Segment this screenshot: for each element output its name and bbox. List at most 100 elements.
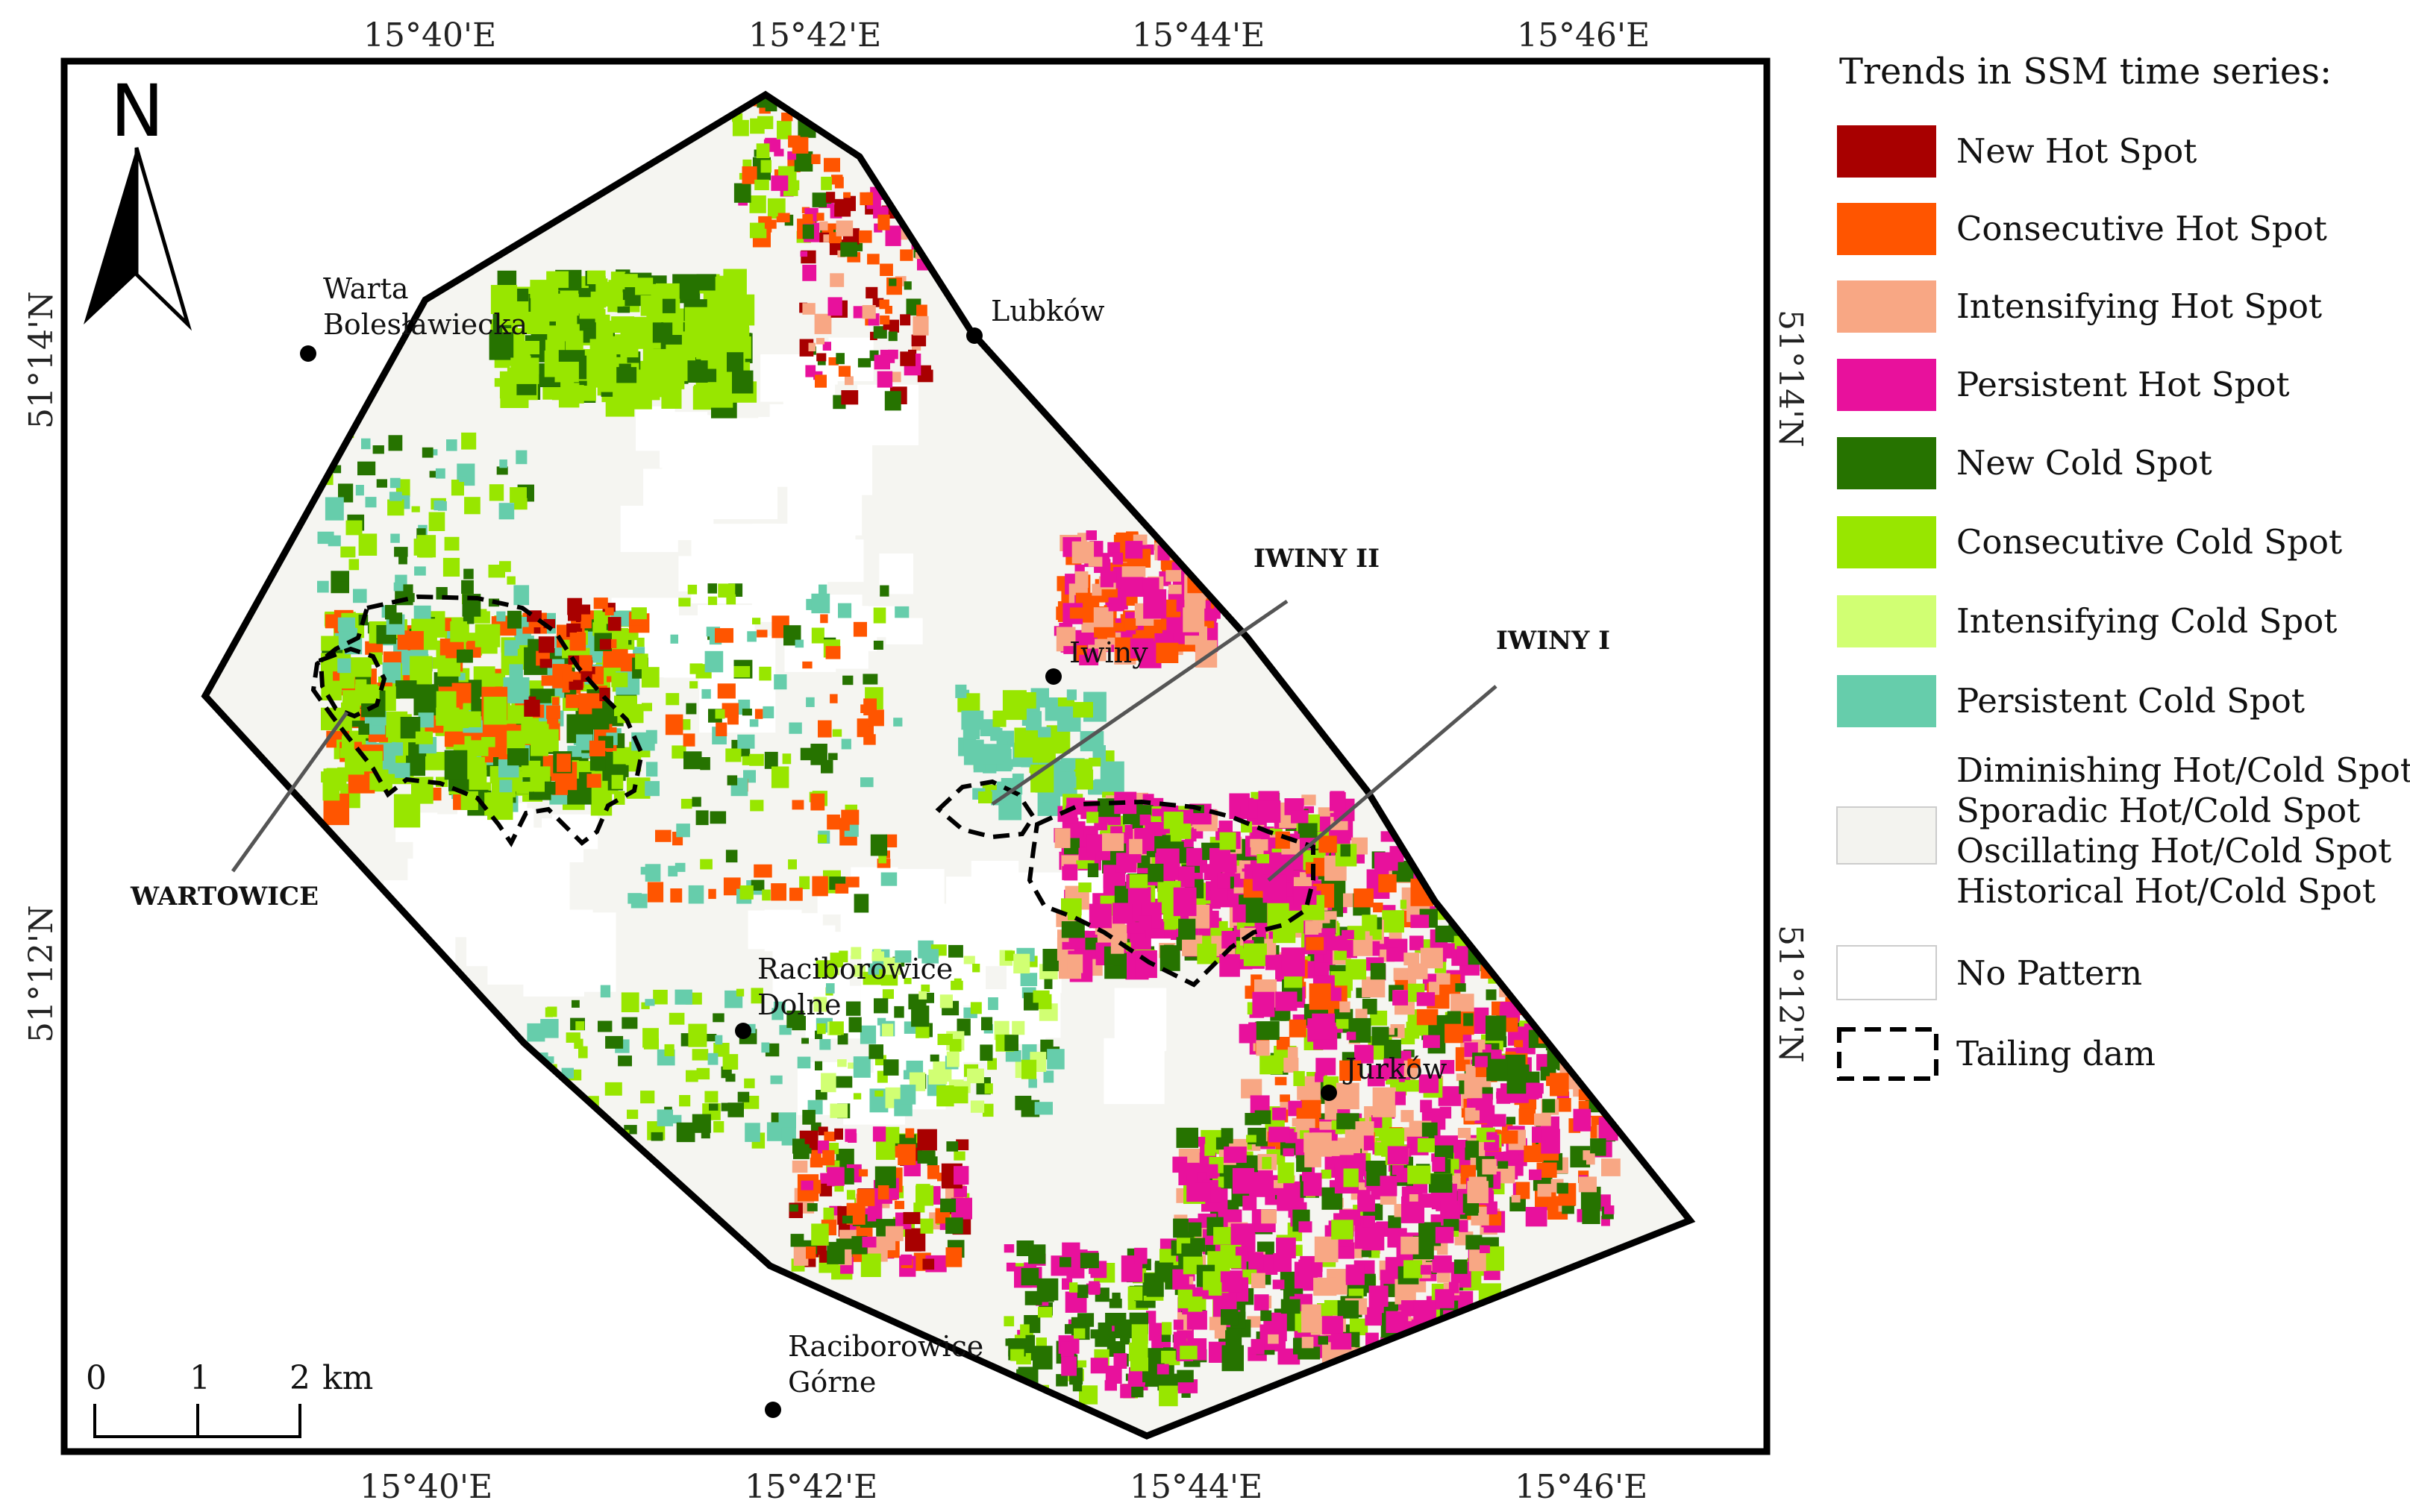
pattern-cell bbox=[657, 1109, 673, 1126]
pattern-cell bbox=[645, 730, 657, 744]
pattern-cell bbox=[834, 198, 851, 217]
pattern-cell bbox=[1072, 1381, 1083, 1392]
pattern-cell bbox=[1378, 874, 1397, 893]
pattern-cell bbox=[905, 1128, 915, 1138]
pattern-cell bbox=[562, 683, 570, 693]
pattern-cell bbox=[675, 989, 692, 1005]
pattern-cell bbox=[1336, 1082, 1359, 1110]
pattern-cell bbox=[936, 1085, 954, 1107]
pattern-cell bbox=[446, 439, 457, 451]
pattern-cell bbox=[808, 342, 816, 351]
pattern-cell bbox=[1392, 990, 1408, 1006]
pattern-cell bbox=[725, 850, 738, 863]
pattern-cell bbox=[1086, 530, 1097, 541]
pattern-cell bbox=[1221, 1309, 1239, 1326]
pattern-cell bbox=[451, 480, 464, 496]
pattern-cell bbox=[1387, 1146, 1409, 1165]
pattern-cell bbox=[635, 653, 648, 670]
pattern-cell bbox=[1423, 1035, 1440, 1048]
pattern-cell bbox=[1004, 1316, 1015, 1327]
pattern-cell bbox=[525, 341, 539, 354]
pattern-cell bbox=[1252, 991, 1275, 1017]
pattern-cell bbox=[533, 627, 541, 634]
pattern-cell bbox=[715, 709, 725, 719]
pattern-cell bbox=[789, 722, 802, 734]
pattern-cell bbox=[666, 693, 680, 706]
pattern-cell bbox=[807, 1203, 818, 1211]
pattern-cell bbox=[749, 753, 764, 766]
pattern-cell bbox=[853, 1093, 862, 1100]
pattern-cell bbox=[1336, 1019, 1349, 1029]
pattern-cell bbox=[792, 1160, 808, 1173]
pattern-cell bbox=[589, 752, 606, 771]
pattern-cell bbox=[670, 888, 683, 903]
pattern-cell bbox=[498, 503, 515, 520]
pattern-cell bbox=[888, 331, 898, 342]
pattern-cell bbox=[845, 1001, 861, 1016]
pattern-cell bbox=[1020, 973, 1038, 986]
pattern-cell bbox=[1525, 1207, 1547, 1227]
pattern-cell bbox=[600, 985, 611, 998]
pattern-cell bbox=[410, 656, 433, 685]
pattern-cell bbox=[604, 1082, 622, 1096]
legend-swatch-persistent-hot-spot bbox=[1837, 359, 1936, 411]
pattern-cell bbox=[1261, 1209, 1277, 1224]
pattern-cell bbox=[1303, 1173, 1322, 1196]
pattern-cell bbox=[510, 357, 539, 384]
pattern-cell bbox=[821, 759, 833, 774]
place-marker-iwiny bbox=[1045, 668, 1062, 685]
pattern-cell bbox=[1301, 1311, 1320, 1333]
pattern-cell bbox=[1514, 1040, 1524, 1047]
pattern-cell bbox=[1268, 1126, 1290, 1143]
legend-label-no-pattern: No Pattern bbox=[1956, 953, 2142, 993]
pattern-cell bbox=[900, 351, 916, 366]
pattern-cell bbox=[1464, 1077, 1483, 1099]
pattern-cell bbox=[516, 450, 528, 465]
pattern-cell bbox=[1157, 1364, 1169, 1375]
pattern-cell bbox=[806, 1246, 816, 1259]
pattern-cell bbox=[1112, 1292, 1121, 1300]
pattern-cell bbox=[561, 324, 580, 342]
pattern-cell bbox=[1368, 1285, 1389, 1308]
pattern-cell bbox=[700, 859, 713, 870]
pattern-cell bbox=[449, 821, 483, 863]
pattern-cell bbox=[886, 618, 923, 644]
pattern-cell bbox=[788, 859, 797, 870]
cold-spot-cluster-warta bbox=[489, 269, 757, 418]
pattern-cell bbox=[1357, 1196, 1375, 1212]
pattern-cell bbox=[1069, 1282, 1078, 1293]
pattern-cell bbox=[1277, 1162, 1295, 1184]
pattern-cell bbox=[576, 734, 593, 750]
pattern-cell bbox=[1518, 1108, 1536, 1125]
pattern-cell bbox=[348, 559, 360, 571]
pattern-cell bbox=[882, 989, 894, 1000]
pattern-cell bbox=[623, 274, 638, 287]
pattern-cell bbox=[461, 580, 474, 594]
pattern-cell bbox=[586, 270, 606, 284]
pattern-cell bbox=[1556, 1182, 1568, 1194]
pattern-cell bbox=[805, 365, 816, 377]
pattern-cell bbox=[715, 628, 733, 643]
pattern-cell bbox=[388, 435, 403, 451]
pattern-cell bbox=[642, 1028, 659, 1048]
pattern-cell bbox=[722, 1054, 739, 1070]
pattern-cell bbox=[1235, 1246, 1248, 1256]
pattern-cell bbox=[1281, 947, 1305, 977]
pattern-cell bbox=[1088, 556, 1103, 567]
pattern-cell bbox=[645, 781, 660, 797]
pattern-cell bbox=[513, 585, 530, 606]
pattern-cell bbox=[1400, 1236, 1419, 1255]
pattern-cell bbox=[442, 557, 460, 577]
pattern-cell bbox=[1370, 963, 1386, 980]
pattern-cell bbox=[797, 1056, 811, 1069]
pattern-cell bbox=[1131, 1387, 1144, 1398]
pattern-cell bbox=[1002, 690, 1027, 721]
pattern-cell bbox=[829, 1021, 844, 1035]
pattern-cell bbox=[860, 1025, 877, 1044]
pattern-cell bbox=[1339, 1142, 1354, 1155]
pattern-cell bbox=[1112, 903, 1133, 924]
pattern-cell bbox=[1210, 897, 1221, 909]
pattern-cell bbox=[827, 297, 842, 316]
pattern-cell bbox=[1268, 1334, 1279, 1344]
pattern-cell bbox=[558, 383, 580, 408]
